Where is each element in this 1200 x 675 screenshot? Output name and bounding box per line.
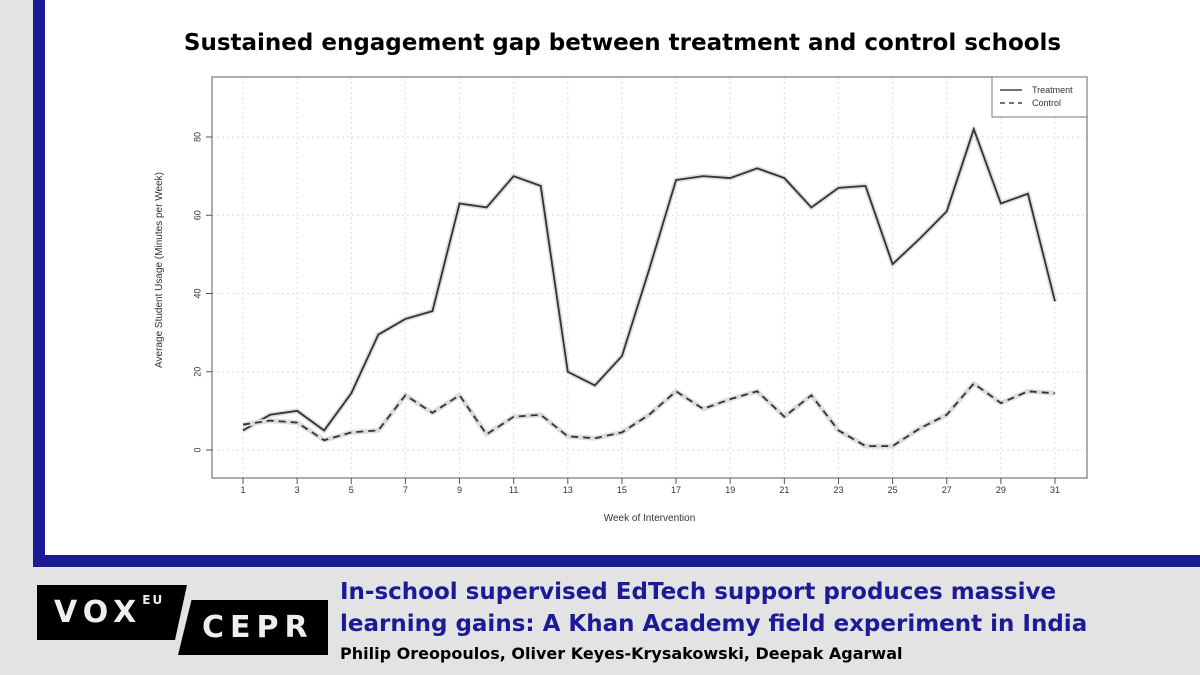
chart-title: Sustained engagement gap between treatme… — [183, 30, 1062, 56]
y-tick-label: 0 — [192, 447, 202, 452]
y-tick-label: 60 — [192, 210, 202, 220]
y-axis-label: Average Student Usage (Minutes per Week) — [154, 172, 165, 368]
x-tick-label: 11 — [509, 485, 518, 495]
x-tick-label: 15 — [617, 485, 627, 495]
headline-line-2: learning gains: A Khan Academy field exp… — [340, 611, 1088, 637]
y-tick-label: 20 — [192, 367, 202, 377]
article-headline: In-school supervised EdTech support prod… — [340, 576, 1087, 640]
plot-frame — [211, 76, 1088, 479]
legend-label-treatment: Treatment — [1032, 85, 1073, 95]
x-tick-label: 23 — [833, 485, 843, 495]
headline-line-1: In-school supervised EdTech support prod… — [340, 579, 1057, 605]
vox-eu-logo: VOXEU — [37, 585, 187, 640]
x-tick-label: 13 — [563, 485, 573, 495]
x-tick-label: 19 — [725, 485, 735, 495]
x-tick-label: 9 — [457, 485, 462, 495]
x-tick-label: 7 — [403, 485, 408, 495]
series-line-treatment — [242, 126, 1056, 432]
confidence-band-treatment — [241, 126, 1058, 433]
x-tick-label: 1 — [240, 485, 245, 495]
legend-box — [991, 76, 1088, 118]
legend-label-control: Control — [1032, 98, 1061, 108]
logo-cepr: CEPR — [202, 610, 314, 645]
logo-vox: VOX — [54, 595, 143, 630]
x-tick-label: 25 — [888, 485, 898, 495]
x-tick-label: 3 — [295, 485, 300, 495]
y-tick-label: 80 — [192, 132, 202, 142]
x-tick-label: 27 — [942, 485, 952, 495]
logo-eu: EU — [142, 593, 165, 607]
x-tick-label: 17 — [671, 485, 681, 495]
x-axis-label: Week of Intervention — [604, 513, 696, 524]
x-tick-label: 21 — [779, 485, 789, 495]
x-tick-label: 5 — [349, 485, 354, 495]
y-tick-label: 40 — [192, 288, 202, 298]
x-tick-label: 31 — [1050, 485, 1060, 495]
article-authors: Philip Oreopoulos, Oliver Keyes-Krysakow… — [340, 644, 903, 663]
x-tick-label: 29 — [996, 485, 1006, 495]
cepr-logo: CEPR — [178, 600, 328, 655]
